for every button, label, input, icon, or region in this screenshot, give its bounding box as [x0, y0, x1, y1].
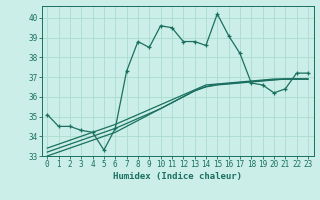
- X-axis label: Humidex (Indice chaleur): Humidex (Indice chaleur): [113, 172, 242, 181]
